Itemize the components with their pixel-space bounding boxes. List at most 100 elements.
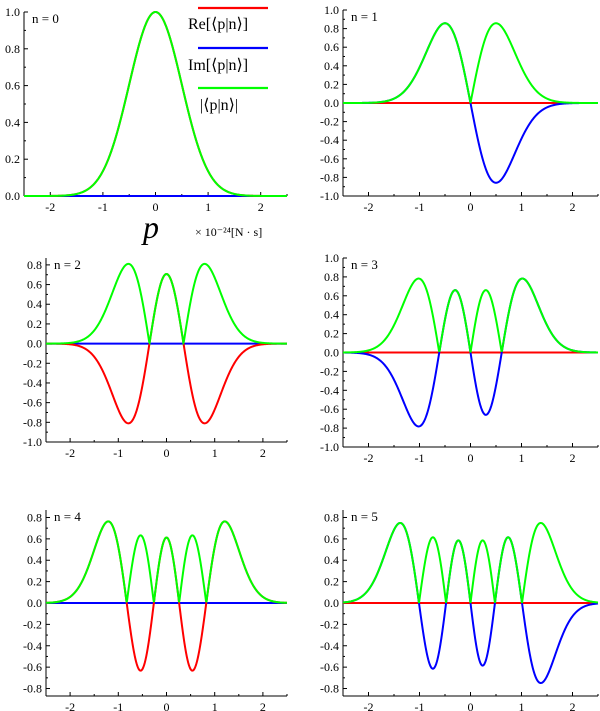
series-re-line: [46, 273, 287, 425]
panels: 0.0 0.2 0.4 0.6 0.8 1.0 -2 -1 0 1 2 n = 0 -1.0 -0.8 -0…: [5, 3, 599, 711]
x-tick-label: -1: [113, 700, 123, 711]
y-tick-label: 0.0: [324, 596, 339, 610]
y-tick-label: 0.8: [324, 22, 339, 36]
series-abs-line: [46, 262, 287, 346]
legend-label-im: Im[⟨p|n⟩]: [188, 57, 248, 74]
y-tick-label: -1.0: [320, 440, 339, 454]
y-tick-label: -0.4: [320, 133, 339, 147]
series-abs-line: [343, 277, 598, 354]
x-axis-unit: × 10⁻²⁴[N · s]: [195, 225, 262, 239]
panel-label: n = 3: [351, 257, 378, 272]
y-tick-label: 0.2: [27, 317, 42, 331]
x-tick-label: -2: [65, 700, 75, 711]
series-re-line: [24, 10, 287, 197]
panel-label: n = 5: [351, 509, 378, 524]
y-tick-label: -1.0: [23, 435, 42, 449]
y-tick-label: 0.4: [324, 308, 339, 322]
x-tick-label: 0: [468, 700, 474, 711]
y-tick-label: 0.8: [324, 510, 339, 524]
y-tick-label: 0.2: [324, 327, 339, 341]
y-tick-label: 0.4: [27, 553, 42, 567]
x-tick-label: -2: [364, 700, 374, 711]
y-tick-label: 0.0: [324, 96, 339, 110]
x-tick-label: -1: [415, 451, 425, 465]
y-tick-label: 0.2: [27, 575, 42, 589]
x-tick-label: -1: [415, 700, 425, 711]
x-tick-label: 1: [205, 200, 211, 214]
x-tick-label: 2: [570, 700, 576, 711]
y-tick-label: 0.4: [5, 115, 20, 129]
x-tick-label: 2: [570, 200, 576, 214]
y-tick-label: 0.6: [324, 289, 339, 303]
x-tick-label: -1: [415, 200, 425, 214]
x-tick-label: -1: [113, 446, 123, 460]
y-tick-label: -0.6: [320, 152, 339, 166]
series-abs-line: [342, 521, 599, 604]
y-tick-label: -0.2: [23, 356, 42, 370]
y-tick-label: -0.2: [23, 617, 42, 631]
x-tick-label: 0: [468, 451, 474, 465]
y-tick-label: 0.2: [324, 77, 339, 91]
y-tick-label: 0.6: [27, 278, 42, 292]
panel-n0: 0.0 0.2 0.4 0.6 0.8 1.0 -2 -1 0 1 2 n = 0: [5, 5, 288, 214]
x-tick-label: 2: [260, 700, 266, 711]
x-tick-label: 1: [519, 451, 525, 465]
y-tick-label: 0.2: [324, 575, 339, 589]
y-tick-label: 0.0: [324, 346, 339, 360]
y-tick-label: -1.0: [320, 189, 339, 203]
x-axis-label: p: [141, 209, 159, 245]
x-tick-label: 2: [570, 451, 576, 465]
panel-label: n = 4: [54, 509, 81, 524]
panel-n3: -1.0 -0.8 -0.6 -0.4 -0.2 0.0 0.2 0.4 0.6 0.8 1.0 -2…: [320, 251, 599, 465]
x-tick-label: 0: [468, 200, 474, 214]
panel-n4: -0.8 -0.6 -0.4 -0.2 0.0 0.2 0.4 0.6 0.8 -2 -1 0 1 2 n …: [23, 509, 288, 711]
series-abs-line: [45, 520, 288, 604]
y-tick-label: 0.4: [27, 297, 42, 311]
series-abs-line: [24, 10, 287, 197]
y-tick-label: -0.6: [23, 396, 42, 410]
y-tick-label: 1.0: [5, 5, 20, 19]
y-tick-label: 0.8: [27, 510, 42, 524]
panel-label: n = 0: [32, 11, 59, 26]
panel-label: n = 2: [54, 257, 81, 272]
y-tick-label: -0.2: [320, 115, 339, 129]
y-tick-label: 1.0: [324, 251, 339, 265]
legend-label-abs: |⟨p|n⟩|: [200, 97, 238, 114]
x-tick-label: 1: [519, 200, 525, 214]
y-tick-label: 0.2: [5, 152, 20, 166]
x-tick-label: 0: [153, 200, 159, 214]
legend: Re[⟨p|n⟩] Im[⟨p|n⟩] |⟨p|n⟩|: [188, 6, 268, 114]
y-tick-label: 0.8: [324, 270, 339, 284]
legend-label-re: Re[⟨p|n⟩]: [188, 16, 248, 33]
y-tick-label: -0.4: [23, 376, 42, 390]
y-tick-label: 0.6: [324, 40, 339, 54]
panel-label: n = 1: [351, 9, 378, 24]
x-tick-label: 1: [212, 446, 218, 460]
y-tick-label: -0.2: [320, 364, 339, 378]
y-tick-label: -0.4: [23, 639, 42, 653]
series-abs-line: [343, 22, 598, 104]
x-tick-label: -2: [65, 446, 75, 460]
y-tick-label: 0.6: [324, 532, 339, 546]
panel-n1: -1.0 -0.8 -0.6 -0.4 -0.2 0.0 0.2 0.4 0.6 0.8 1.0 -2…: [320, 3, 599, 214]
y-tick-label: -0.8: [320, 421, 339, 435]
y-tick-label: -0.8: [320, 682, 339, 696]
y-tick-label: -0.6: [23, 660, 42, 674]
y-tick-label: 1.0: [324, 3, 339, 17]
y-tick-label: 0.4: [324, 553, 339, 567]
panel-n2: -1.0 -0.8 -0.6 -0.4 -0.2 0.0 0.2 0.4 0.6 0.8 -2 -1 0…: [23, 257, 288, 460]
x-tick-label: -2: [364, 200, 374, 214]
series-re-line: [45, 520, 288, 672]
y-tick-label: -0.8: [23, 682, 42, 696]
x-tick-label: 2: [258, 200, 264, 214]
x-tick-label: -2: [364, 451, 374, 465]
y-tick-label: 0.0: [27, 337, 42, 351]
y-tick-label: 0.8: [5, 42, 20, 56]
y-tick-label: 0.8: [27, 258, 42, 272]
y-tick-label: 0.6: [5, 79, 20, 93]
panel-n5: -0.8 -0.6 -0.4 -0.2 0.0 0.2 0.4 0.6 0.8 -2 -1 0 1 2 n …: [320, 509, 599, 711]
y-tick-label: 0.6: [27, 532, 42, 546]
x-axis-title: p × 10⁻²⁴[N · s]: [141, 209, 262, 245]
x-tick-label: 0: [164, 700, 170, 711]
